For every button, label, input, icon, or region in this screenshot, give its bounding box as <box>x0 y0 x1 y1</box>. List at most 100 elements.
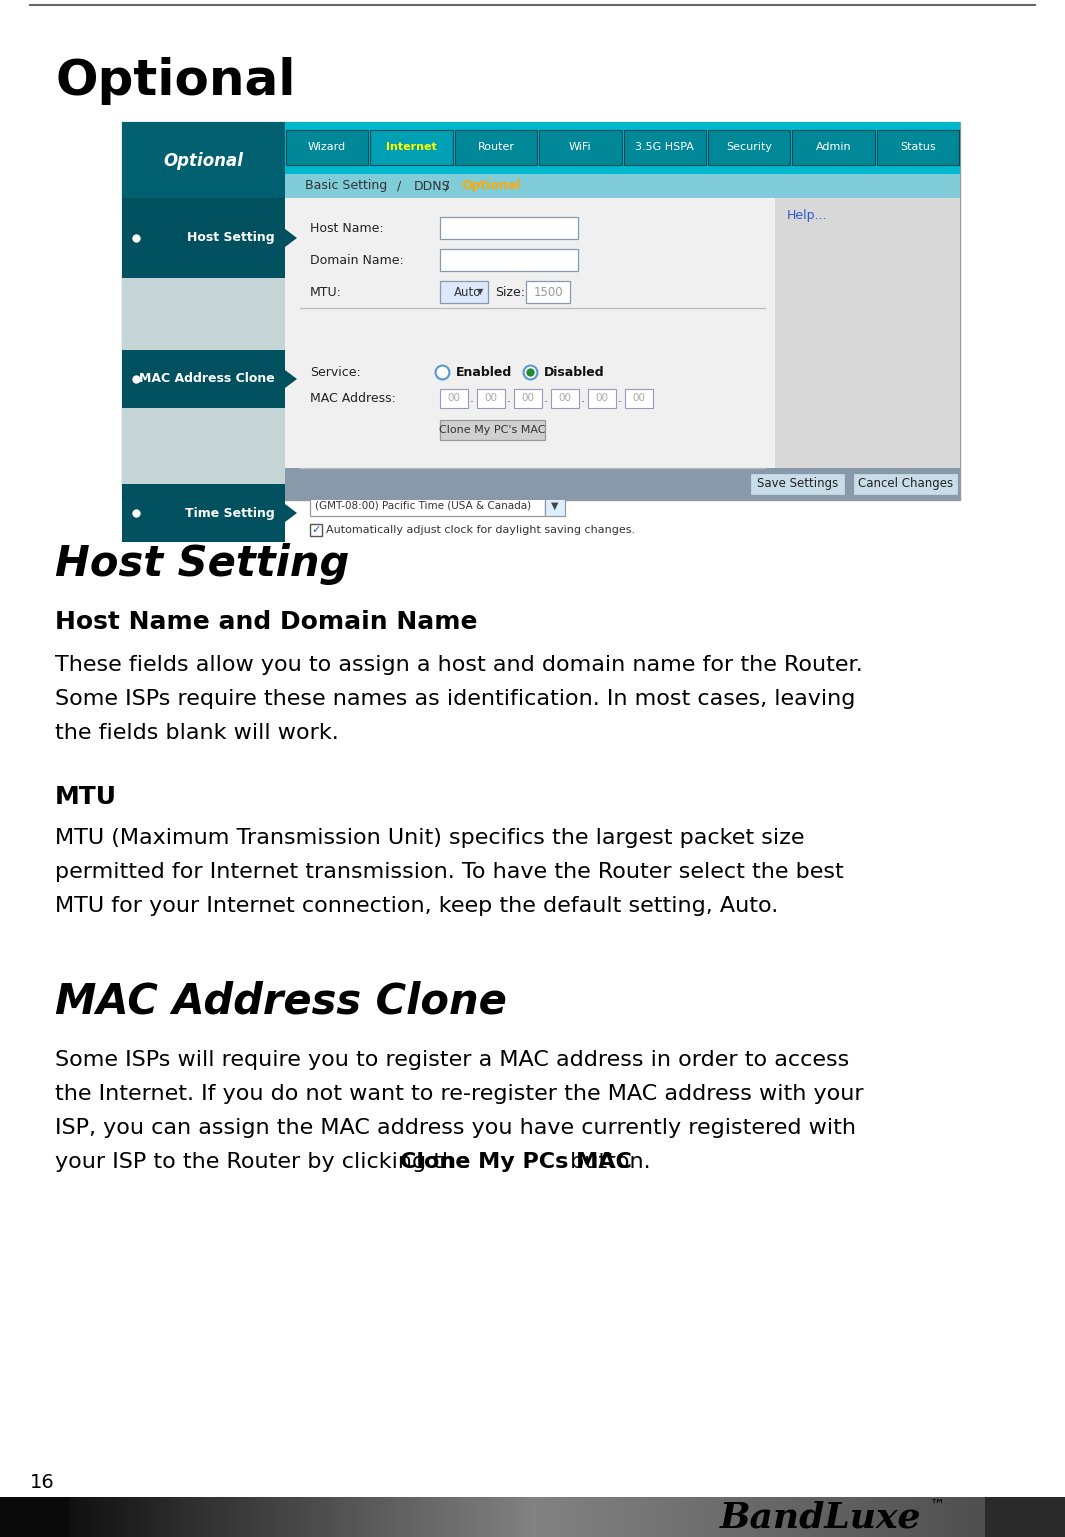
Bar <box>252 1497 257 1537</box>
Bar <box>476 1497 480 1537</box>
Bar <box>88 1497 94 1537</box>
Bar <box>75 1497 79 1537</box>
Bar <box>248 1497 253 1537</box>
Bar <box>738 1497 743 1537</box>
Bar <box>298 1497 302 1537</box>
Bar <box>213 1497 217 1537</box>
Bar <box>415 1497 420 1537</box>
Bar <box>351 1497 356 1537</box>
Bar <box>564 1497 569 1537</box>
Bar <box>625 1497 629 1537</box>
Bar <box>1041 1497 1045 1537</box>
Bar <box>727 1497 733 1537</box>
Bar <box>259 1497 264 1537</box>
Bar <box>902 1497 906 1537</box>
Bar <box>135 1497 140 1537</box>
Bar <box>987 1497 992 1537</box>
Bar <box>940 1497 946 1537</box>
Bar <box>980 1497 984 1537</box>
Bar <box>540 1497 544 1537</box>
Bar <box>341 1497 345 1537</box>
Bar <box>958 1497 963 1537</box>
Bar <box>280 1497 285 1537</box>
Bar <box>593 1497 597 1537</box>
Bar <box>514 1497 520 1537</box>
Bar <box>607 1497 611 1537</box>
Text: .: . <box>507 392 511 404</box>
Bar <box>274 1497 278 1537</box>
Bar <box>753 1497 757 1537</box>
Bar <box>423 1497 427 1537</box>
Bar <box>919 1497 924 1537</box>
Text: WiFi: WiFi <box>569 143 592 152</box>
Bar <box>394 1497 398 1537</box>
Bar <box>256 1497 260 1537</box>
Bar <box>526 281 570 303</box>
Bar <box>122 484 285 543</box>
Text: ▼: ▼ <box>477 287 484 297</box>
Bar <box>365 1497 371 1537</box>
Bar <box>50 1497 54 1537</box>
Bar <box>419 1497 424 1537</box>
Bar <box>14 1497 19 1537</box>
Bar <box>618 1497 622 1537</box>
Text: BandLuxe: BandLuxe <box>720 1500 921 1534</box>
Bar <box>604 1497 608 1537</box>
Text: 00: 00 <box>633 393 645 403</box>
Bar <box>163 1497 168 1537</box>
Bar <box>908 1497 914 1537</box>
Bar <box>759 1497 765 1537</box>
Bar <box>202 1497 207 1537</box>
Bar <box>923 1497 928 1537</box>
Bar <box>189 1497 193 1537</box>
Bar <box>167 1497 171 1537</box>
Bar <box>216 1497 222 1537</box>
Bar <box>955 1497 960 1537</box>
Bar <box>671 1497 675 1537</box>
Bar <box>525 1497 530 1537</box>
Bar <box>777 1497 782 1537</box>
Bar <box>876 131 959 164</box>
Bar <box>348 1497 353 1537</box>
Bar <box>863 1497 867 1537</box>
Bar <box>408 1497 413 1537</box>
Bar <box>514 389 542 407</box>
Bar <box>841 1497 846 1537</box>
Bar <box>511 1497 515 1537</box>
Text: 3.5G HSPA: 3.5G HSPA <box>635 143 694 152</box>
Bar <box>700 1497 704 1537</box>
Bar <box>242 1497 246 1537</box>
Bar <box>301 1497 307 1537</box>
Bar <box>338 1497 342 1537</box>
Bar <box>461 1497 466 1537</box>
Bar <box>224 1497 228 1537</box>
Bar <box>195 1497 200 1537</box>
Text: ™: ™ <box>930 1497 946 1512</box>
Bar <box>632 1497 637 1537</box>
Bar <box>557 1497 562 1537</box>
Bar <box>383 1497 388 1537</box>
Bar <box>913 1497 917 1537</box>
Bar <box>152 1497 158 1537</box>
Bar <box>437 1497 441 1537</box>
Bar <box>628 1497 633 1537</box>
Bar <box>11 1497 15 1537</box>
Bar <box>29 1497 33 1537</box>
Text: DDNS: DDNS <box>414 180 450 192</box>
Text: MTU:: MTU: <box>310 286 342 298</box>
Bar <box>796 1497 800 1537</box>
Text: Host Setting: Host Setting <box>187 232 275 244</box>
Bar <box>717 1497 722 1537</box>
Text: 00: 00 <box>558 393 572 403</box>
Bar <box>291 1497 296 1537</box>
Text: 00: 00 <box>522 393 535 403</box>
Bar <box>1033 1497 1037 1537</box>
Text: ISP, you can assign the MAC address you have currently registered with: ISP, you can assign the MAC address you … <box>55 1117 856 1137</box>
Text: .: . <box>470 392 474 404</box>
Bar <box>994 1497 999 1537</box>
Bar <box>706 1497 711 1537</box>
Bar <box>1051 1497 1055 1537</box>
Text: Host Setting: Host Setting <box>55 543 349 586</box>
Polygon shape <box>285 229 297 247</box>
Bar <box>284 1497 289 1537</box>
